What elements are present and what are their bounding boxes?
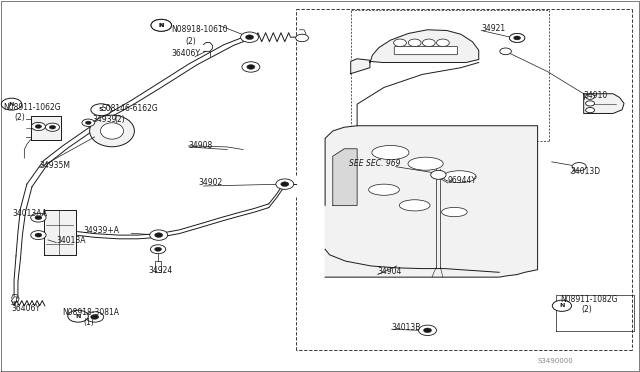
Circle shape	[91, 104, 111, 116]
Circle shape	[247, 65, 255, 69]
Text: S: S	[99, 107, 104, 112]
Circle shape	[242, 62, 260, 72]
Polygon shape	[370, 30, 479, 62]
FancyBboxPatch shape	[394, 46, 458, 55]
Circle shape	[155, 233, 163, 237]
Circle shape	[422, 39, 435, 46]
Text: N: N	[559, 303, 564, 308]
Text: 36406Y: 36406Y	[12, 304, 40, 313]
Circle shape	[150, 245, 166, 254]
Text: 34013D: 34013D	[571, 167, 601, 176]
Circle shape	[31, 122, 45, 131]
Polygon shape	[351, 59, 370, 74]
Ellipse shape	[90, 115, 134, 147]
Circle shape	[82, 119, 95, 126]
Circle shape	[86, 121, 92, 124]
Circle shape	[86, 312, 104, 322]
Text: (2): (2)	[114, 115, 125, 124]
Circle shape	[91, 315, 99, 319]
Polygon shape	[31, 116, 61, 140]
Circle shape	[431, 170, 446, 179]
Text: S08146-6162G: S08146-6162G	[101, 105, 158, 113]
Circle shape	[408, 39, 421, 46]
Circle shape	[35, 125, 42, 128]
Text: 34013AA: 34013AA	[13, 209, 48, 218]
Circle shape	[394, 39, 406, 46]
Circle shape	[552, 300, 572, 311]
Circle shape	[276, 179, 294, 189]
Circle shape	[509, 33, 525, 42]
Text: 34908: 34908	[189, 141, 213, 150]
Circle shape	[296, 34, 308, 42]
Ellipse shape	[408, 157, 444, 170]
Circle shape	[586, 101, 595, 106]
Text: N08918-3081A: N08918-3081A	[63, 308, 120, 317]
Text: 96944Y: 96944Y	[448, 176, 477, 185]
Circle shape	[514, 36, 520, 40]
Polygon shape	[325, 126, 538, 277]
Text: N08918-10610: N08918-10610	[172, 25, 228, 34]
Text: 34924: 34924	[148, 266, 173, 275]
Text: 34939: 34939	[93, 115, 117, 124]
Circle shape	[45, 123, 60, 131]
Circle shape	[436, 39, 449, 46]
Text: N: N	[159, 23, 164, 28]
Text: N08911-1082G: N08911-1082G	[561, 295, 618, 304]
Circle shape	[35, 216, 42, 219]
Circle shape	[241, 32, 259, 42]
Text: 34902: 34902	[198, 178, 223, 187]
Circle shape	[31, 213, 46, 222]
Text: S3490000: S3490000	[538, 358, 573, 364]
Circle shape	[586, 108, 595, 113]
Text: (1): (1)	[83, 318, 94, 327]
Text: (2): (2)	[14, 113, 25, 122]
Circle shape	[424, 328, 431, 333]
Polygon shape	[333, 149, 357, 205]
Ellipse shape	[443, 171, 476, 183]
Text: 36406Y: 36406Y	[172, 49, 200, 58]
Circle shape	[509, 33, 525, 42]
Text: (2): (2)	[581, 305, 592, 314]
Text: 34013A: 34013A	[56, 236, 86, 245]
Circle shape	[1, 98, 22, 110]
Ellipse shape	[399, 200, 430, 211]
Text: 34904: 34904	[378, 267, 402, 276]
Circle shape	[151, 19, 172, 31]
Circle shape	[572, 163, 586, 171]
Circle shape	[155, 247, 161, 251]
Text: 34013B: 34013B	[392, 323, 421, 332]
Text: 34910: 34910	[584, 92, 608, 100]
Text: N: N	[76, 314, 81, 319]
Circle shape	[49, 125, 56, 129]
Circle shape	[35, 233, 42, 237]
Circle shape	[281, 182, 289, 186]
Ellipse shape	[100, 123, 124, 139]
Polygon shape	[44, 210, 76, 255]
Circle shape	[150, 230, 168, 240]
Circle shape	[500, 48, 511, 55]
Circle shape	[419, 325, 436, 336]
Text: 34935M: 34935M	[40, 161, 70, 170]
Text: N: N	[159, 23, 164, 28]
Circle shape	[586, 94, 595, 99]
Ellipse shape	[372, 145, 409, 160]
Circle shape	[246, 35, 253, 39]
Text: SEE SEC. 969: SEE SEC. 969	[349, 159, 400, 168]
Ellipse shape	[369, 184, 399, 195]
Circle shape	[68, 310, 88, 322]
Circle shape	[151, 19, 172, 31]
Text: N: N	[9, 102, 14, 107]
Text: (2): (2)	[186, 37, 196, 46]
Ellipse shape	[442, 207, 467, 217]
Text: 34939+A: 34939+A	[83, 226, 119, 235]
Polygon shape	[584, 94, 624, 113]
Circle shape	[31, 231, 46, 240]
Text: N08911-1062G: N08911-1062G	[3, 103, 61, 112]
Text: 34921: 34921	[481, 24, 506, 33]
